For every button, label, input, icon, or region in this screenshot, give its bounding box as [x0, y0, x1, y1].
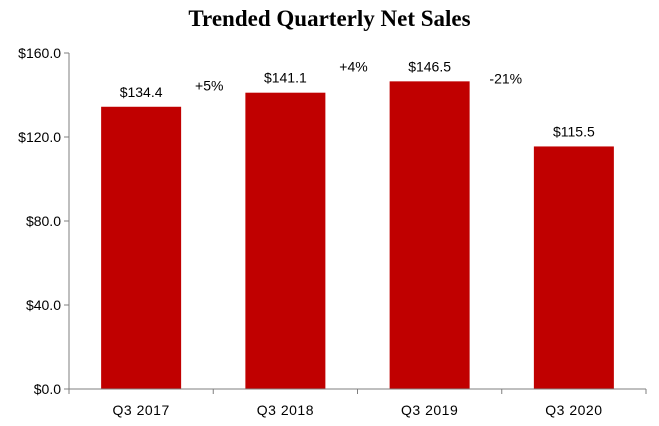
- bar-q3-2019: [389, 81, 470, 389]
- axes-group: [64, 52, 647, 394]
- y-tick-label: $0.0: [34, 381, 61, 397]
- bar-q3-2018: [245, 92, 326, 389]
- y-tick-label: $40.0: [26, 297, 61, 313]
- x-tick-label: Q3 2020: [545, 402, 602, 418]
- data-label: $146.5: [408, 58, 451, 74]
- labels-group: $134.4 $141.1 $146.5 $115.5 $0.0 $40.0 $80.0 $1…: [18, 45, 602, 418]
- x-tick-label: Q3 2017: [113, 402, 170, 418]
- growth-label: -21%: [489, 70, 522, 86]
- bar-q3-2017: [101, 106, 182, 389]
- bars-group: [101, 81, 614, 389]
- y-tick-label: $160.0: [18, 45, 61, 61]
- growth-label: +5%: [195, 78, 223, 94]
- bar-q3-2020: [533, 146, 614, 389]
- data-label: $141.1: [264, 70, 307, 86]
- x-tick-label: Q3 2019: [401, 402, 458, 418]
- data-label: $134.4: [120, 84, 163, 100]
- data-label: $115.5: [553, 123, 595, 139]
- y-tick-label: $80.0: [26, 213, 61, 229]
- growth-label: +4%: [339, 58, 367, 74]
- chart-title: Trended Quarterly Net Sales: [188, 6, 471, 31]
- y-tick-label: $120.0: [18, 129, 61, 145]
- x-tick-label: Q3 2018: [257, 402, 314, 418]
